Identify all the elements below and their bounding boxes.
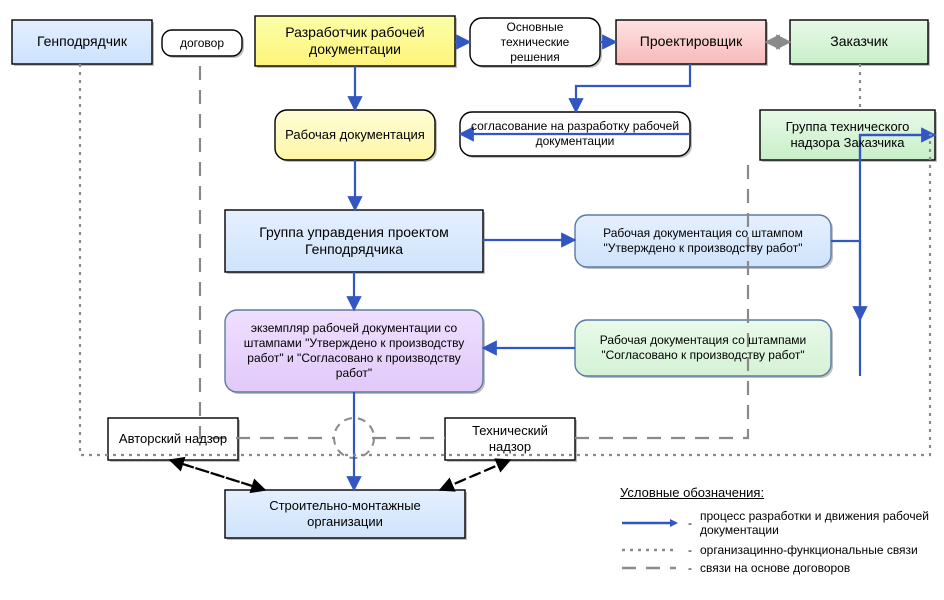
legend-text-0: процесс разработки и движения рабочей до… [700,509,930,537]
node-contract: договор [162,30,242,56]
legend-row-2: - связи на основе договоров [620,561,930,575]
legend-row-0: - процесс разработки и движения рабочей … [620,509,930,537]
node-smo: Строительно-монтажные организации [225,490,465,538]
node-gen: Генподрядчик [12,20,152,64]
node-stamp_approved: Рабочая документация со штампом "Утвержд… [575,215,831,267]
node-tech_nadzor: Технический надзор [445,418,575,460]
flowchart-stage: Генподрядчик договор Разработчик рабочей д… [0,0,944,600]
node-rabdoc: Рабочая документация [275,110,435,160]
node-dev: Разработчик рабочей документации [255,16,455,66]
node-soglas: согласование на разработку рабочей докум… [460,112,690,156]
node-proj: Проектировщик [616,20,766,64]
node-gup: Группа управдения проектом Генподрядчика [225,210,483,272]
legend-title: Условные обозначения: [620,485,764,500]
legend-row-1: - организацинно-функциональные связи [620,543,930,557]
node-copy: экземпляр рабочей документации со штампа… [225,310,483,392]
node-author: Авторский надзор [108,418,238,460]
legend-text-2: связи на основе договоров [700,561,850,575]
node-stamp_agreed: Рабочая документация со штампами "Соглас… [575,320,831,376]
node-nadzor_group: Группа технического надзора Заказчика [760,110,935,160]
node-client: Заказчик [790,20,928,64]
node-tech: Основные технические решения [470,18,600,66]
legend-text-1: организацинно-функциональные связи [700,543,918,557]
